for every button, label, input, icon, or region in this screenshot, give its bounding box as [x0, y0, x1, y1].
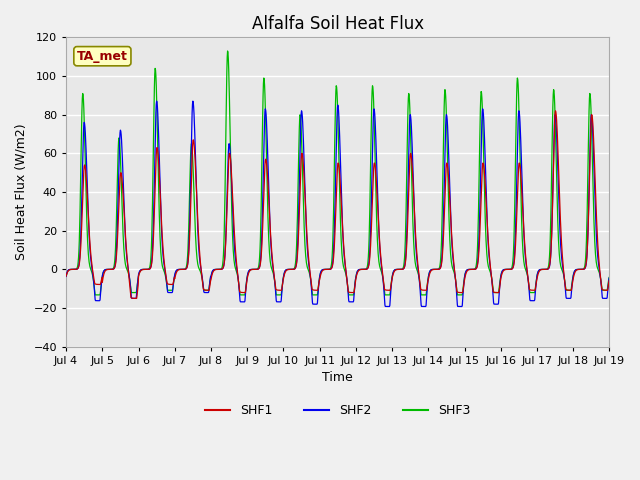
SHF1	[244, 272, 252, 278]
SHF3	[183, 262, 191, 267]
Line: SHF2: SHF2	[66, 101, 609, 307]
SHF2	[422, 297, 430, 302]
X-axis label: Time: Time	[323, 372, 353, 384]
SHF3	[422, 289, 430, 295]
Y-axis label: Soil Heat Flux (W/m2): Soil Heat Flux (W/m2)	[15, 124, 28, 260]
SHF1	[62, 273, 70, 279]
Line: SHF1: SHF1	[66, 111, 609, 299]
SHF2	[184, 264, 191, 269]
SHF1	[422, 288, 430, 293]
SHF2	[244, 270, 252, 276]
SHF3	[314, 292, 321, 298]
SHF1	[541, 266, 548, 272]
SHF1	[605, 278, 613, 284]
SHF2	[605, 276, 613, 281]
SHF3	[493, 290, 501, 296]
SHF3	[541, 266, 549, 272]
SHF2	[170, 276, 178, 282]
SHF1	[493, 289, 501, 295]
SHF3	[605, 275, 613, 280]
SHF2	[153, 98, 161, 104]
SHF3	[244, 271, 252, 276]
SHF2	[422, 304, 429, 310]
Legend: SHF1, SHF2, SHF3: SHF1, SHF2, SHF3	[200, 399, 475, 422]
SHF2	[493, 301, 501, 307]
SHF2	[62, 274, 70, 279]
SHF1	[184, 264, 191, 269]
SHF1	[170, 276, 178, 282]
Text: TA_met: TA_met	[77, 50, 128, 63]
Title: Alfalfa Soil Heat Flux: Alfalfa Soil Heat Flux	[252, 15, 424, 33]
SHF1	[552, 108, 559, 114]
Line: SHF3: SHF3	[66, 51, 609, 295]
SHF3	[224, 48, 232, 54]
SHF1	[133, 296, 141, 301]
SHF3	[170, 279, 177, 285]
SHF3	[62, 274, 70, 280]
SHF2	[541, 266, 549, 272]
